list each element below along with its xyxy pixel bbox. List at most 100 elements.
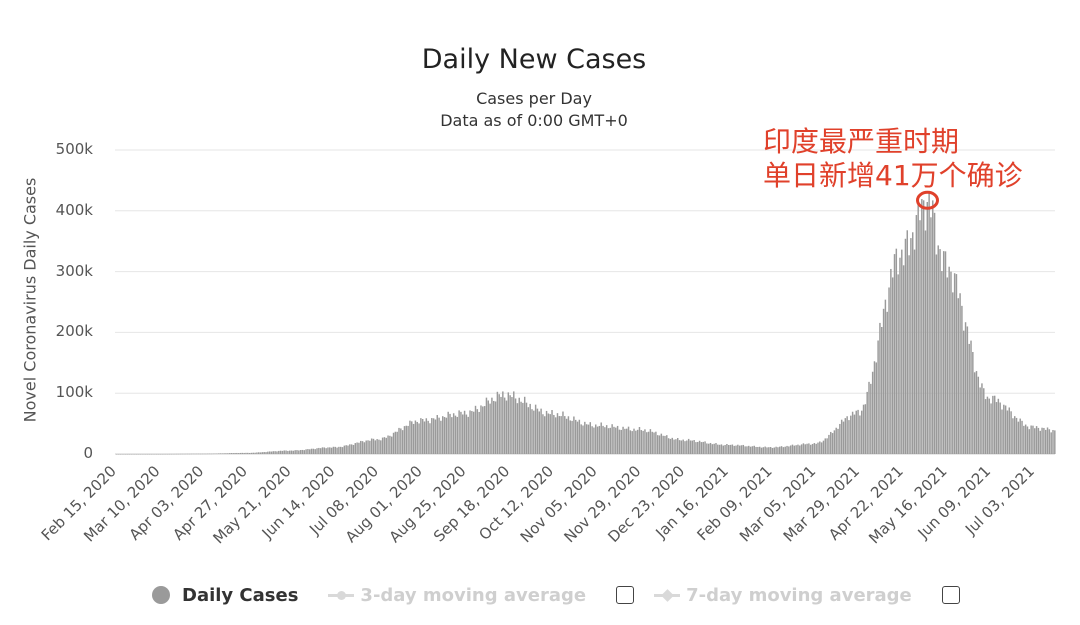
bar <box>125 454 127 455</box>
bar <box>689 440 692 454</box>
bar <box>749 446 752 454</box>
bar <box>983 388 985 454</box>
bar <box>491 397 493 454</box>
bar <box>891 277 894 454</box>
bar <box>964 322 967 454</box>
bar <box>585 424 588 454</box>
bar <box>447 411 449 454</box>
bar <box>166 453 169 455</box>
bar <box>808 443 810 454</box>
bar <box>442 416 444 454</box>
bar <box>474 405 477 454</box>
bar <box>558 416 561 454</box>
bar <box>651 431 653 454</box>
bar <box>309 449 311 454</box>
bar <box>840 419 843 454</box>
bar <box>771 447 774 454</box>
bar <box>687 438 690 454</box>
bar <box>443 417 446 454</box>
bar <box>682 439 684 454</box>
bar <box>855 410 857 454</box>
bar <box>522 402 524 454</box>
bar <box>646 432 648 454</box>
bar <box>757 446 759 454</box>
bar <box>332 446 335 454</box>
bar <box>673 439 675 454</box>
peak-highlight-circle <box>916 190 939 210</box>
bar <box>984 399 987 454</box>
legend-item-7-day-average[interactable]: 7-day moving average <box>654 585 912 606</box>
bar <box>232 453 234 454</box>
bar <box>917 198 919 454</box>
bar <box>352 444 355 454</box>
annotation-line-1: 印度最严重时期 <box>763 125 960 158</box>
bar <box>401 430 404 454</box>
bar <box>922 200 925 454</box>
bar <box>181 453 183 455</box>
bar <box>667 438 670 454</box>
bar <box>565 418 568 454</box>
bar <box>677 438 679 454</box>
bar <box>997 398 1000 454</box>
bar <box>376 439 378 454</box>
bar <box>325 448 327 454</box>
bar <box>919 220 921 454</box>
bar <box>1048 429 1051 454</box>
bar <box>514 398 517 454</box>
bar <box>686 440 688 454</box>
bar <box>921 199 923 454</box>
bar <box>950 271 952 454</box>
checkbox-7-day-average[interactable] <box>941 586 960 604</box>
bar <box>826 438 828 454</box>
bar <box>963 330 965 454</box>
bar <box>423 421 426 454</box>
bar <box>793 445 796 454</box>
bar <box>197 453 200 455</box>
y-tick-label: 400k <box>55 200 93 219</box>
bar <box>476 409 479 454</box>
bar <box>1039 430 1041 454</box>
bar <box>1024 424 1027 454</box>
x-tick-label: Feb 15, 2020 <box>38 462 120 544</box>
checkbox-3-day-average[interactable] <box>616 586 635 604</box>
annotation-line-2: 单日新增41万个确诊 <box>763 159 1023 192</box>
bar <box>159 453 162 455</box>
bar <box>678 440 681 454</box>
bar <box>882 308 885 454</box>
bar <box>219 453 222 454</box>
bar <box>228 453 231 454</box>
bar <box>503 397 506 454</box>
bar <box>744 446 746 454</box>
bar <box>372 438 375 454</box>
bar <box>748 445 750 454</box>
chart-subtitle: Cases per Day <box>476 89 592 108</box>
bar <box>1015 417 1018 454</box>
bar <box>349 444 351 454</box>
bar <box>208 453 211 455</box>
bar <box>740 445 743 454</box>
bar <box>624 428 626 454</box>
bar <box>899 257 901 454</box>
bar <box>276 451 278 454</box>
legend-item-3-day-average[interactable]: 3-day moving average <box>328 585 586 606</box>
bar <box>525 402 528 454</box>
bar <box>307 449 309 454</box>
bar <box>680 440 683 454</box>
legend-item-daily-cases[interactable]: Daily Cases <box>152 585 298 606</box>
bar <box>1032 425 1034 454</box>
bar <box>425 418 428 454</box>
bar <box>647 431 650 454</box>
bar <box>554 417 557 454</box>
bar <box>1006 410 1009 454</box>
bar <box>303 450 306 454</box>
legend-label-3-day-average: 3-day moving average <box>360 584 587 606</box>
bar <box>212 453 214 455</box>
bar <box>214 453 216 455</box>
bar <box>261 452 264 454</box>
bar <box>1034 428 1036 454</box>
bar <box>1028 429 1031 454</box>
bar <box>318 447 320 454</box>
bar <box>274 451 276 454</box>
bar <box>454 415 457 454</box>
